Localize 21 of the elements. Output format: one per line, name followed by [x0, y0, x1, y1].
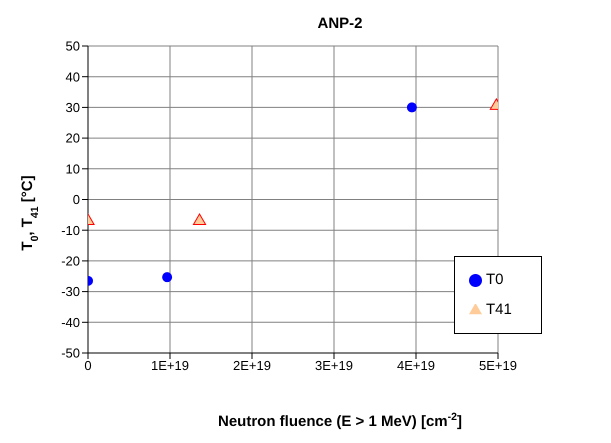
x-axis-title: Neutron fluence (E > 1 MeV) [cm$^{-2}$] [218, 411, 462, 430]
y-tick-label: -50 [61, 346, 80, 361]
x-tick-label: 1E+19 [151, 358, 189, 374]
y-tick-label: 20 [66, 130, 80, 146]
y-tick-label: -20 [61, 254, 80, 269]
y-tick-label: -10 [61, 222, 80, 238]
y-tick-label: 30 [66, 100, 80, 116]
legend-label: T0 [486, 271, 504, 288]
legend-label: T41 [486, 301, 512, 318]
y-tick-label: 40 [66, 69, 80, 84]
y-tick-label: 10 [66, 161, 80, 176]
x-tick-label: 4E+19 [397, 358, 435, 374]
x-tick-label: 0 [84, 358, 92, 374]
y-tick-label: -40 [61, 314, 80, 330]
y-tick-label: -30 [61, 284, 80, 300]
x-tick-label: 3E+19 [315, 358, 353, 374]
x-tick-label: 2E+19 [233, 358, 271, 374]
x-tick-label: 5E+19 [479, 358, 517, 374]
y-tick-label: 50 [66, 38, 80, 54]
chart-title: ANP-2 [317, 15, 363, 32]
y-tick-label: 0 [72, 192, 80, 208]
